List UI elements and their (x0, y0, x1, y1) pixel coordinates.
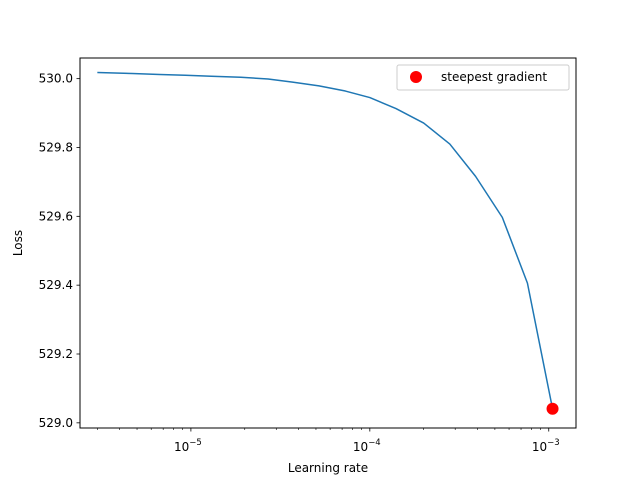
y-axis-ticks: 529.0 529.2 529.4 529.6 529.8 530.0 (39, 72, 80, 430)
x-tick-label: 10−3 (532, 438, 560, 454)
x-tick-label: 10−5 (174, 438, 202, 454)
plot-frame (79, 57, 577, 429)
x-tick-label: 10−4 (353, 438, 381, 454)
legend-label: steepest gradient (441, 70, 547, 84)
plot-area (80, 58, 576, 428)
y-tick-label: 529.6 (39, 209, 73, 223)
marker-layer (546, 402, 559, 415)
y-tick-label: 529.2 (39, 347, 73, 361)
y-tick-label: 529.4 (39, 278, 73, 292)
steepest-gradient-point (546, 402, 559, 415)
legend: steepest gradient (396, 64, 570, 91)
y-axis-label: Loss (11, 230, 25, 256)
x-axis-ticks: 10−5 10−4 10−3 (97, 428, 560, 454)
legend-box (396, 64, 570, 91)
y-tick-label: 529.0 (39, 416, 73, 430)
y-tick-label: 529.8 (39, 140, 73, 154)
x-axis-label: Learning rate (288, 461, 368, 475)
y-tick-label: 530.0 (39, 72, 73, 86)
series-layer (97, 71, 554, 409)
loss-curve (97, 71, 554, 409)
legend-marker (410, 71, 422, 83)
